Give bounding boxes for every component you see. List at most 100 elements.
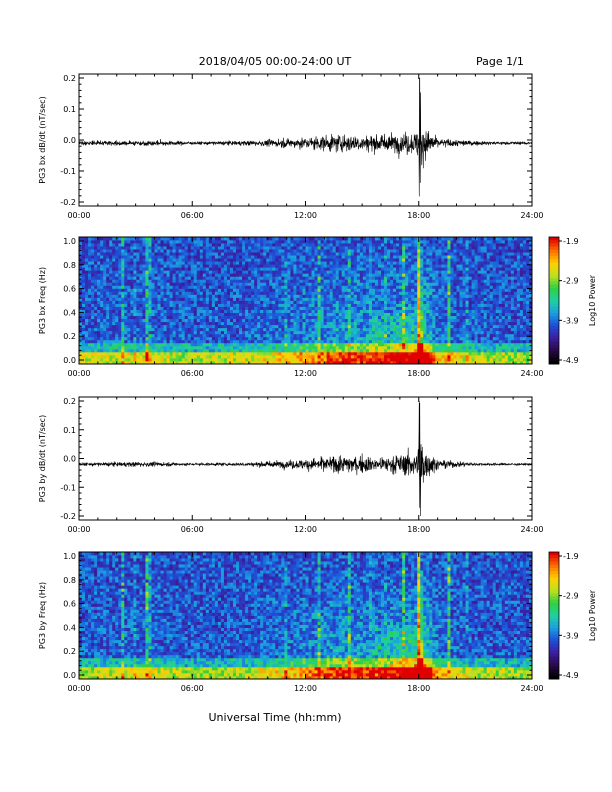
heatmap-cell [323, 345, 328, 350]
heatmap-cell [154, 285, 158, 289]
heatmap-cell [272, 327, 276, 332]
heatmap-cell [317, 288, 321, 292]
heatmap-cell [317, 273, 321, 277]
heatmap-cell [157, 279, 161, 283]
heatmap-cell [356, 339, 361, 344]
heatmap-cell [308, 276, 312, 280]
heatmap-cell [326, 348, 331, 353]
heatmap-cell [359, 261, 364, 265]
heatmap-cell [233, 303, 237, 307]
heatmap-cell [405, 297, 409, 301]
heatmap-cell [426, 318, 430, 323]
heatmap-cell [139, 243, 143, 247]
heatmap-cell [272, 309, 276, 313]
heatmap-cell [187, 252, 192, 256]
heatmap-cell [106, 327, 110, 332]
heatmap-cell [88, 237, 92, 241]
heatmap-cell [85, 249, 89, 253]
heatmap-cell [356, 258, 361, 262]
heatmap-cell [136, 252, 140, 256]
heatmap-cell [236, 321, 240, 326]
heatmap-cell [175, 243, 180, 247]
heatmap-cell [290, 255, 294, 259]
heatmap-cell [314, 327, 318, 332]
heatmap-cell [308, 330, 312, 335]
heatmap-cell [293, 291, 297, 295]
heatmap-cell [172, 360, 177, 365]
heatmap-cell [160, 303, 164, 307]
heatmap-cell [257, 360, 261, 365]
heatmap-cell [266, 306, 270, 310]
heatmap-cell [151, 276, 155, 280]
heatmap-cell [202, 267, 207, 271]
heatmap-cell [426, 309, 430, 313]
heatmap-cell [402, 306, 406, 310]
heatmap-cell [211, 294, 216, 298]
heatmap-cell [88, 303, 92, 307]
heatmap-cell [290, 315, 294, 320]
heatmap-cell [151, 282, 155, 286]
heatmap-cell [284, 294, 288, 298]
heatmap-cell [350, 321, 355, 326]
heatmap-cell [106, 354, 110, 359]
heatmap-cell [374, 339, 379, 344]
heatmap-cell [193, 282, 198, 286]
heatmap-cell [91, 279, 95, 283]
heatmap-cell [341, 267, 346, 271]
heatmap-cell [353, 252, 358, 256]
heatmap-cell [236, 351, 240, 356]
heatmap-cell [94, 282, 98, 286]
heatmap-cell [236, 345, 240, 350]
heatmap-cell [426, 294, 430, 298]
heatmap-cell [127, 279, 131, 283]
heatmap-cell [230, 300, 234, 304]
heatmap-cell [353, 264, 358, 268]
heatmap-cell [208, 249, 213, 253]
heatmap-cell [151, 291, 155, 295]
heatmap-cell [112, 237, 116, 241]
heatmap-cell [139, 267, 143, 271]
heatmap-cell [187, 312, 192, 317]
heatmap-cell [145, 351, 149, 356]
heatmap-cell [97, 324, 101, 329]
heatmap-cell [91, 351, 95, 356]
heatmap-cell [205, 342, 210, 347]
heatmap-cell [293, 312, 297, 317]
heatmap-cell [172, 285, 177, 289]
heatmap-cell [196, 315, 201, 320]
heatmap-cell [245, 351, 249, 356]
heatmap-cell [299, 333, 303, 338]
heatmap-cell [426, 315, 430, 320]
heatmap-cell [365, 342, 370, 347]
heatmap-cell [97, 282, 101, 286]
heatmap-cell [299, 306, 303, 310]
heatmap-cell [233, 240, 237, 244]
heatmap-cell [82, 267, 86, 271]
heatmap-cell [387, 270, 391, 274]
heatmap-cell [133, 297, 137, 301]
heatmap-cell [196, 354, 201, 359]
heatmap-cell [359, 249, 364, 253]
heatmap-cell [106, 276, 110, 280]
heatmap-cell [323, 261, 328, 265]
heatmap-cell [230, 291, 234, 295]
heatmap-cell [193, 345, 198, 350]
heatmap-cell [341, 339, 346, 344]
heatmap-cell [223, 252, 228, 256]
heatmap-cell [293, 327, 297, 332]
heatmap-cell [251, 330, 255, 335]
heatmap-cell [353, 336, 358, 341]
heatmap-cell [281, 294, 285, 298]
heatmap-cell [172, 348, 177, 353]
heatmap-cell [368, 261, 373, 265]
heatmap-cell [142, 324, 146, 329]
heatmap-cell [202, 240, 207, 244]
heatmap-cell [94, 261, 98, 265]
heatmap-cell [100, 270, 104, 274]
heatmap-cell [365, 294, 370, 298]
heatmap-cell [365, 312, 370, 317]
heatmap-cell [97, 255, 101, 259]
heatmap-cell [377, 252, 382, 256]
heatmap-cell [239, 324, 243, 329]
heatmap-cell [329, 333, 334, 338]
